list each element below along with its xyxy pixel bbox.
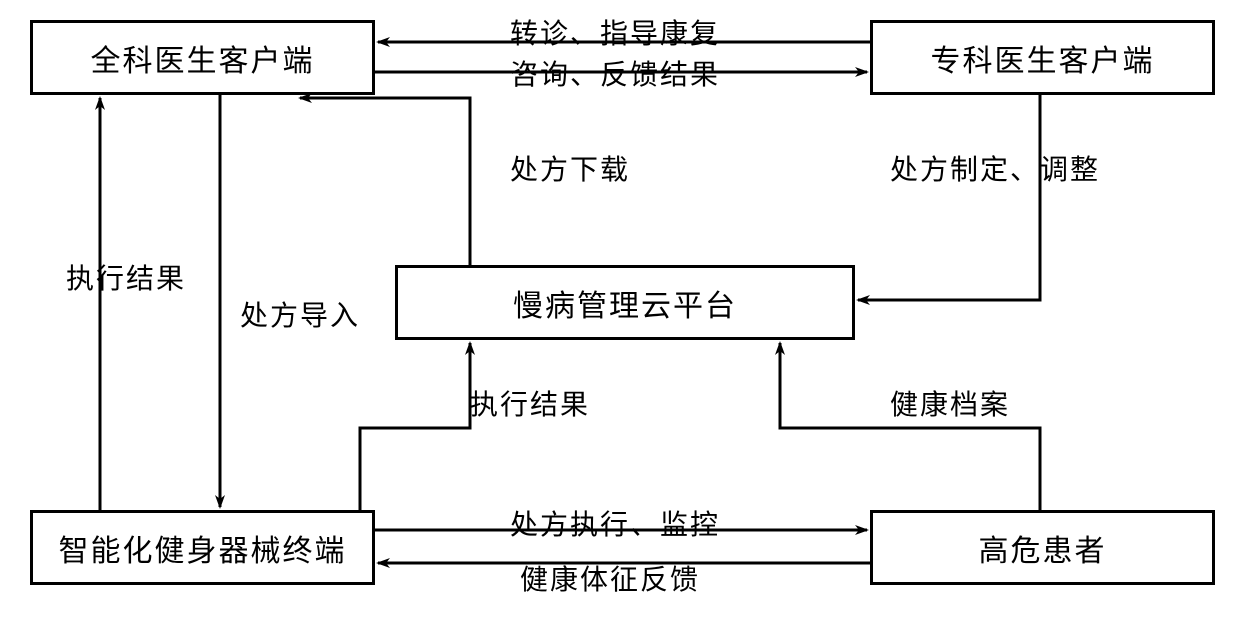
edge-label: 健康体征反馈: [520, 558, 700, 598]
edge-label: 转诊、指导康复: [510, 12, 720, 52]
edge-label: 健康档案: [890, 383, 1010, 423]
edge-label: 处方制定、调整: [890, 148, 1100, 188]
edge-label: 处方导入: [240, 294, 360, 334]
edge-patient-cloud: [780, 343, 1040, 510]
edge-label: 执行结果: [470, 383, 590, 423]
node-patient: 高危患者: [870, 510, 1215, 585]
node-label: 全科医生客户端: [91, 36, 315, 80]
node-label: 慢病管理云平台: [513, 281, 737, 325]
edge-cloud-gp: [300, 98, 470, 265]
edge-label: 处方下载: [510, 148, 630, 188]
node-label: 专科医生客户端: [931, 36, 1155, 80]
edge-terminal-cloud: [360, 343, 470, 510]
edge-label: 处方执行、监控: [510, 503, 720, 543]
node-gp: 全科医生客户端: [30, 20, 375, 95]
edge-label: 执行结果: [66, 257, 186, 297]
diagram-canvas: 全科医生客户端 专科医生客户端慢病管理云平台智能化健身器械终端 高危患者 转诊、指导康…: [0, 0, 1240, 619]
node-cloud: 慢病管理云平台: [395, 265, 855, 340]
edge-sp-cloud: [858, 95, 1040, 300]
edge-label: 咨询、反馈结果: [510, 53, 720, 93]
node-sp: 专科医生客户端: [870, 20, 1215, 95]
node-label: 高危患者: [979, 526, 1107, 570]
node-terminal: 智能化健身器械终端: [30, 510, 375, 585]
node-label: 智能化健身器械终端: [59, 526, 347, 570]
